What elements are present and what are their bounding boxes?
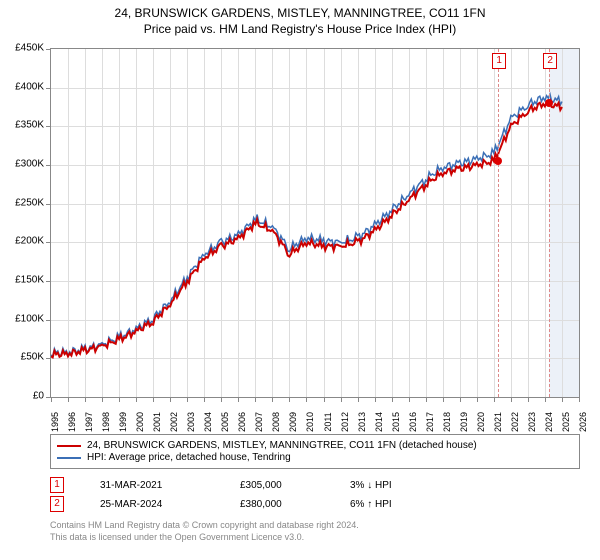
x-tick-label: 2024 xyxy=(544,412,554,432)
footer-line1: Contains HM Land Registry data © Crown c… xyxy=(50,520,580,532)
x-tick-label: 1999 xyxy=(118,412,128,432)
sales-table: 1 31-MAR-2021 £305,000 3% ↓ HPI 2 25-MAR-2024… xyxy=(50,474,580,515)
x-tick-label: 1996 xyxy=(67,412,77,432)
x-tick-label: 2021 xyxy=(493,412,503,432)
legend-row: HPI: Average price, detached house, Tend… xyxy=(57,452,573,463)
x-axis-labels: 1995199619971998199920002001200220032004… xyxy=(50,398,580,428)
title-address: 24, BRUNSWICK GARDENS, MISTLEY, MANNINGT… xyxy=(0,6,600,20)
title-subtitle: Price paid vs. HM Land Registry's House … xyxy=(0,22,600,36)
x-tick-label: 2022 xyxy=(510,412,520,432)
x-tick-label: 1998 xyxy=(101,412,111,432)
sale-price: £380,000 xyxy=(240,499,320,510)
y-tick-label: £300K xyxy=(15,159,44,170)
y-tick-label: £150K xyxy=(15,275,44,286)
x-tick-label: 2008 xyxy=(271,412,281,432)
y-tick-label: £50K xyxy=(21,352,44,363)
x-tick-label: 2012 xyxy=(340,412,350,432)
series-hpi-line xyxy=(51,94,562,356)
sale-marker: 2 xyxy=(50,496,64,512)
legend-label: HPI: Average price, detached house, Tend… xyxy=(87,452,291,463)
legend-swatch xyxy=(57,457,81,459)
x-tick-label: 1997 xyxy=(84,412,94,432)
x-tick-label: 2017 xyxy=(425,412,435,432)
x-tick-label: 2004 xyxy=(203,412,213,432)
legend-row: 24, BRUNSWICK GARDENS, MISTLEY, MANNINGT… xyxy=(57,440,573,451)
y-tick-label: £200K xyxy=(15,236,44,247)
legend-swatch xyxy=(57,445,81,447)
sale-delta: 3% ↓ HPI xyxy=(350,480,430,491)
sale-price: £305,000 xyxy=(240,480,320,491)
x-tick-label: 2006 xyxy=(237,412,247,432)
sale-delta: 6% ↑ HPI xyxy=(350,499,430,510)
x-tick-label: 2026 xyxy=(578,412,588,432)
y-tick-label: £450K xyxy=(15,43,44,54)
x-tick-label: 2018 xyxy=(442,412,452,432)
y-tick-label: £100K xyxy=(15,313,44,324)
marker-number-box: 2 xyxy=(543,53,557,69)
x-tick-label: 2007 xyxy=(254,412,264,432)
x-tick-label: 2000 xyxy=(135,412,145,432)
x-tick-label: 2009 xyxy=(288,412,298,432)
marker-dot xyxy=(545,99,553,107)
footer-line2: This data is licensed under the Open Gov… xyxy=(50,532,580,544)
series-property-line xyxy=(51,101,562,358)
legend-label: 24, BRUNSWICK GARDENS, MISTLEY, MANNINGT… xyxy=(87,440,477,451)
sale-date: 31-MAR-2021 xyxy=(100,480,210,491)
chart-container: 24, BRUNSWICK GARDENS, MISTLEY, MANNINGT… xyxy=(0,0,600,560)
title-block: 24, BRUNSWICK GARDENS, MISTLEY, MANNINGT… xyxy=(0,0,600,36)
marker-number-box: 1 xyxy=(492,53,506,69)
x-tick-label: 2023 xyxy=(527,412,537,432)
footer: Contains HM Land Registry data © Crown c… xyxy=(50,520,580,543)
x-tick-label: 2001 xyxy=(152,412,162,432)
sale-marker: 1 xyxy=(50,477,64,493)
sale-date: 25-MAR-2024 xyxy=(100,499,210,510)
legend: 24, BRUNSWICK GARDENS, MISTLEY, MANNINGT… xyxy=(50,434,580,469)
x-tick-label: 2003 xyxy=(186,412,196,432)
y-tick-label: £250K xyxy=(15,197,44,208)
plot-area: 12 xyxy=(50,48,580,398)
x-tick-label: 2013 xyxy=(357,412,367,432)
y-axis-labels: £0£50K£100K£150K£200K£250K£300K£350K£400… xyxy=(0,48,48,398)
x-tick-label: 2014 xyxy=(374,412,384,432)
y-tick-label: £0 xyxy=(33,391,44,402)
x-tick-label: 2002 xyxy=(169,412,179,432)
sale-row: 1 31-MAR-2021 £305,000 3% ↓ HPI xyxy=(50,477,580,493)
x-tick-label: 2011 xyxy=(323,412,333,431)
chart-svg xyxy=(51,49,579,397)
marker-vline xyxy=(498,49,499,397)
marker-dot xyxy=(494,157,502,165)
x-tick-label: 2010 xyxy=(305,412,315,432)
sale-row: 2 25-MAR-2024 £380,000 6% ↑ HPI xyxy=(50,496,580,512)
x-tick-label: 1995 xyxy=(50,412,60,432)
y-tick-label: £400K xyxy=(15,81,44,92)
x-tick-label: 2019 xyxy=(459,412,469,432)
x-tick-label: 2020 xyxy=(476,412,486,432)
x-tick-label: 2005 xyxy=(220,412,230,432)
x-tick-label: 2025 xyxy=(561,412,571,432)
x-tick-label: 2015 xyxy=(391,412,401,432)
y-tick-label: £350K xyxy=(15,120,44,131)
x-tick-label: 2016 xyxy=(408,412,418,432)
